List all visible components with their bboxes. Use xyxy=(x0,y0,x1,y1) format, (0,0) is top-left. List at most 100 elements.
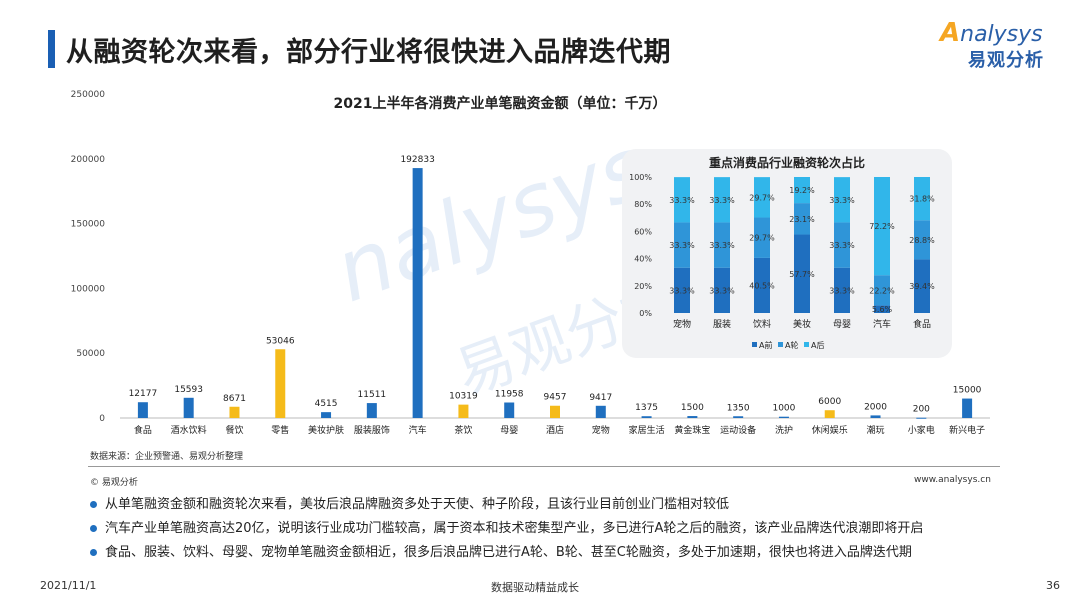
data-label: 15000 xyxy=(953,386,982,396)
x-tick-label: 美妆护肤 xyxy=(308,424,344,436)
segment-label: 28.8% xyxy=(909,236,935,245)
segment-label: 5.6% xyxy=(872,305,893,314)
segment-label: 33.3% xyxy=(669,286,695,295)
insight-item: 从单笔融资金额和融资轮次来看，美妆后浪品牌融资多处于天使、种子阶段，且该行业目前… xyxy=(90,493,923,517)
bar xyxy=(824,410,835,418)
y-tick-label: 20% xyxy=(634,282,652,291)
y-tick-label: 200000 xyxy=(71,155,106,165)
stack-segment xyxy=(914,259,930,313)
segment-label: 40.5% xyxy=(749,281,775,290)
page-number: 36 xyxy=(1046,579,1060,592)
logo-letter: A xyxy=(940,18,961,48)
data-label: 9417 xyxy=(589,393,612,403)
x-tick-label: 汽车 xyxy=(873,318,891,330)
x-tick-label: 服装服饰 xyxy=(354,424,390,436)
data-label: 192833 xyxy=(400,155,434,165)
stack-segment xyxy=(914,177,930,221)
segment-label: 29.7% xyxy=(749,234,775,243)
bar xyxy=(458,404,469,418)
data-label: 11958 xyxy=(495,390,524,400)
stack-segment xyxy=(874,305,890,313)
x-tick-label: 食品 xyxy=(134,424,152,436)
divider xyxy=(88,466,1000,467)
y-tick-label: 250000 xyxy=(71,90,106,100)
y-tick-label: 100% xyxy=(629,173,652,182)
segment-label: 57.7% xyxy=(789,270,815,279)
x-tick-label: 酒店 xyxy=(546,424,564,436)
stack-segment xyxy=(794,177,810,204)
x-tick-label: 食品 xyxy=(913,318,931,330)
legend-label: A前 xyxy=(759,340,772,350)
segment-label: 33.3% xyxy=(829,286,855,295)
bar xyxy=(550,405,560,418)
segment-label: 33.3% xyxy=(829,241,855,250)
segment-label: 19.2% xyxy=(789,186,815,195)
segment-label: 39.4% xyxy=(909,282,935,291)
inset-title: 重点消费品行业融资轮次占比 xyxy=(709,155,865,170)
segment-label: 33.3% xyxy=(709,241,735,250)
data-label: 15593 xyxy=(174,385,203,395)
stack-segment xyxy=(834,267,850,313)
segment-label: 31.8% xyxy=(909,195,935,204)
y-tick-label: 0% xyxy=(639,309,652,318)
bar xyxy=(916,417,927,419)
insight-item: 食品、服装、饮料、母婴、宠物单笔融资金额相近，很多后浪品牌已进行A轮、B轮、甚至… xyxy=(90,541,923,565)
x-tick-label: 饮料 xyxy=(753,318,771,330)
x-tick-label: 餐饮 xyxy=(225,424,243,436)
inset-stacked-chart: 重点消费品行业融资轮次占比 0% 20% 40% 60% 80% 100% 33.3% 33.3… xyxy=(629,155,935,350)
stack-segment xyxy=(674,222,690,268)
y-tick-label: 50000 xyxy=(76,349,105,359)
x-tick-label: 家居生活 xyxy=(629,424,665,436)
stack-segment xyxy=(674,267,690,313)
x-tick-label: 零售 xyxy=(271,424,289,436)
insight-text: 食品、服装、饮料、母婴、宠物单笔融资金额相近，很多后浪品牌已进行A轮、B轮、甚至… xyxy=(105,545,912,560)
brand-logo: Analysys 易观分析 xyxy=(940,18,1060,74)
x-tick-label: 运动设备 xyxy=(720,424,756,436)
x-tick-label: 宠物 xyxy=(592,424,610,436)
stack-segment xyxy=(714,177,730,223)
segment-label: 33.3% xyxy=(829,196,855,205)
legend-label: A后 xyxy=(811,340,824,350)
stack-segment xyxy=(674,177,690,223)
bar xyxy=(366,403,377,418)
bullet-icon xyxy=(90,549,97,556)
page-title: 从融资轮次来看，部分行业将很快进入品牌迭代期 xyxy=(66,37,671,68)
logo-wordmark: Analysys xyxy=(940,18,1043,48)
x-tick-label: 母婴 xyxy=(500,425,518,436)
footer-date: 2021/11/1 xyxy=(40,579,97,592)
data-label: 4515 xyxy=(315,399,338,409)
bar xyxy=(412,168,423,418)
title-accent-bar xyxy=(48,30,55,68)
stack-segment xyxy=(914,220,930,260)
data-label: 12177 xyxy=(129,389,158,399)
bullet-icon xyxy=(90,525,97,532)
stack-segment xyxy=(794,203,810,235)
segment-label: 33.3% xyxy=(709,196,735,205)
x-tick-label: 美妆 xyxy=(793,318,811,330)
insight-item: 汽车产业单笔融资高达20亿，说明该行业成功门槛较高，属于资本和技术密集型产业，多… xyxy=(90,517,923,541)
bar xyxy=(137,402,148,418)
segment-label: 23.1% xyxy=(789,215,815,224)
x-tick-label: 新兴电子 xyxy=(949,424,985,436)
data-label: 53046 xyxy=(266,336,295,346)
copyright: © 易观分析 xyxy=(90,478,138,488)
x-tick-label: 酒水饮料 xyxy=(171,424,207,436)
bar xyxy=(687,416,698,418)
data-label: 8671 xyxy=(223,394,246,404)
bar xyxy=(595,405,606,418)
bar xyxy=(733,416,744,418)
y-tick-label: 100000 xyxy=(71,284,106,294)
y-tick-label: 0 xyxy=(99,414,105,424)
bar xyxy=(778,416,789,418)
x-tick-label: 汽车 xyxy=(409,424,427,436)
bar xyxy=(504,402,515,418)
bar xyxy=(962,398,973,418)
data-label: 1500 xyxy=(681,403,704,413)
website-link: www.analysys.cn xyxy=(914,475,991,485)
insight-text: 汽车产业单笔融资高达20亿，说明该行业成功门槛较高，属于资本和技术密集型产业，多… xyxy=(105,521,924,536)
y-tick-label: 150000 xyxy=(71,220,106,230)
stack-segment xyxy=(754,217,770,258)
stack-segment xyxy=(874,275,890,306)
x-tick-label: 茶饮 xyxy=(454,424,472,436)
y-tick-label: 80% xyxy=(634,200,652,209)
